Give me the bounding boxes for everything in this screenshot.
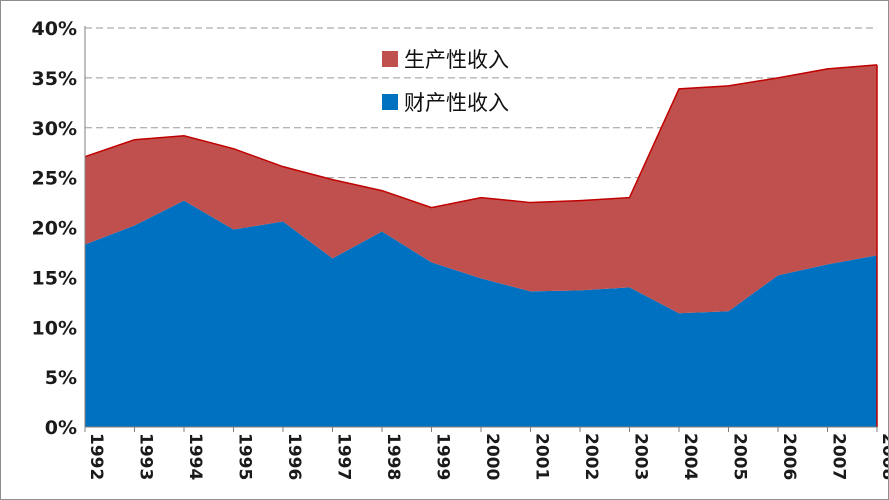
x-tick-label: 1994 — [185, 433, 205, 480]
x-tick-label: 2000 — [482, 433, 502, 480]
y-tick-label: 0% — [45, 417, 77, 439]
x-tick-label: 2008 — [878, 433, 888, 480]
y-tick-labels: 0% 5% 10% 15% 20% 25% 30% 35% 40% — [32, 18, 77, 439]
y-tick-label: 25% — [32, 168, 77, 190]
x-tick-label: 1997 — [334, 433, 354, 480]
x-tick-label: 1992 — [86, 433, 106, 480]
y-tick-label: 20% — [32, 218, 77, 240]
x-tick-labels: 1992 1993 1994 1995 1996 1997 1998 1999 2000 2001… — [86, 433, 888, 480]
x-tick-label: 2004 — [680, 433, 700, 480]
x-tick-label: 2006 — [779, 433, 799, 480]
area-production-income — [85, 64, 877, 314]
legend-swatch-property-income — [382, 94, 398, 110]
x-tick-label: 1996 — [284, 433, 304, 480]
legend-label-production-income: 生产性收入 — [404, 48, 509, 72]
y-tick-label: 10% — [32, 317, 77, 339]
x-tick-label: 2001 — [532, 433, 552, 480]
total-outline — [84, 64, 878, 209]
y-tick-label: 5% — [45, 367, 77, 389]
axes — [84, 26, 878, 432]
x-tick-label: 1995 — [235, 433, 255, 480]
legend: 生产性收入 财产性收入 — [382, 48, 509, 115]
area-property-income — [85, 200, 877, 427]
x-tick-label: 1993 — [136, 433, 156, 480]
x-tick-label: 1999 — [433, 433, 453, 480]
y-tick-label: 30% — [32, 118, 77, 140]
x-tick-label: 2003 — [631, 433, 651, 480]
x-tick-label: 2005 — [730, 433, 750, 480]
x-tick-label: 1998 — [383, 433, 403, 480]
y-tick-label: 40% — [32, 18, 77, 40]
area-series-layer — [84, 64, 878, 427]
y-tick-label: 15% — [32, 267, 77, 289]
y-tick-label: 35% — [32, 68, 77, 90]
x-tick-label: 2007 — [829, 433, 849, 480]
legend-label-property-income: 财产性收入 — [404, 91, 509, 115]
legend-swatch-production-income — [382, 51, 398, 67]
x-tick-label: 2002 — [581, 433, 601, 480]
